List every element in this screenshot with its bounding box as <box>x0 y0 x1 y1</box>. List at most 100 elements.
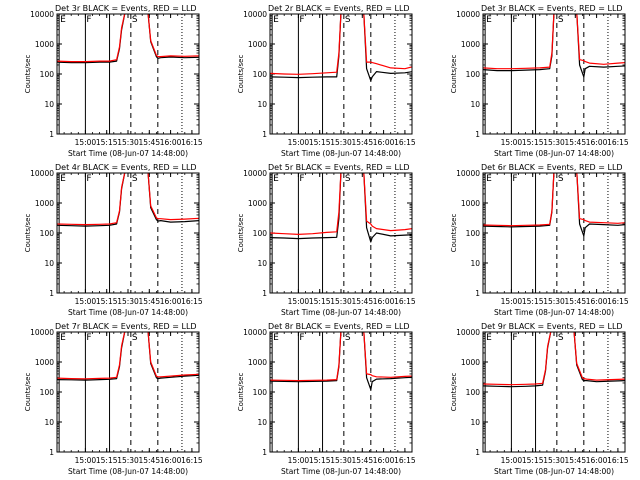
y-tick-label: 1 <box>262 448 267 457</box>
chart-panel: Det 9r BLACK = Events, RED = LLD Counts/s… <box>450 322 629 476</box>
x-tick-label: 16:00 <box>160 456 182 465</box>
chart-panel: Det 2r BLACK = Events, RED = LLD Counts/s… <box>237 4 423 158</box>
x-tick-label: 15:30 <box>330 138 352 147</box>
x-tick-label: 15:45 <box>351 138 373 147</box>
chart-title: Det 8r BLACK = Events, RED = LLD <box>268 322 410 331</box>
series-line-events <box>270 173 412 243</box>
x-tick-label: 15:45 <box>138 297 160 306</box>
plot-frame <box>269 13 413 135</box>
chart-panel: Det 7r BLACK = Events, RED = LLD Counts/s… <box>24 322 203 476</box>
plot-frame <box>482 331 626 453</box>
chart-title: Det 9r BLACK = Events, RED = LLD <box>481 322 623 331</box>
time-marker-label: S <box>132 174 138 184</box>
time-marker-label: E <box>204 174 210 184</box>
time-marker-label: E <box>630 174 636 184</box>
y-tick-label: 1000 <box>461 358 480 367</box>
x-tick-label: 16:15 <box>394 297 416 306</box>
plot-frame <box>269 172 413 294</box>
series-line-events <box>270 332 412 391</box>
y-tick-label: 10000 <box>243 328 267 337</box>
x-tick-label: 16:15 <box>181 456 203 465</box>
chart-title: Det 5r BLACK = Events, RED = LLD <box>268 163 410 172</box>
y-axis-label: Counts/sec <box>237 55 245 94</box>
x-tick-label: 15:00 <box>501 297 523 306</box>
series-line-lld <box>57 173 199 226</box>
time-marker-label: F <box>299 174 304 184</box>
x-tick-label: 15:15 <box>309 456 331 465</box>
y-tick-label: 100 <box>253 388 268 397</box>
series-line-events <box>483 173 625 237</box>
y-tick-label: 10000 <box>243 10 267 19</box>
time-marker-label: S <box>558 174 564 184</box>
time-marker-label: S <box>132 333 138 343</box>
x-tick-label: 15:15 <box>522 456 544 465</box>
series-line-lld <box>483 332 625 386</box>
series-line-events <box>57 14 199 64</box>
x-tick-label: 15:45 <box>138 138 160 147</box>
y-tick-label: 10 <box>44 100 54 109</box>
chart-title: Det 6r BLACK = Events, RED = LLD <box>481 163 623 172</box>
y-tick-label: 1000 <box>248 199 267 208</box>
x-tick-label: 15:45 <box>351 297 373 306</box>
x-tick-label: 15:45 <box>564 456 586 465</box>
chart-panel: Det 8r BLACK = Events, RED = LLD Counts/s… <box>237 322 416 476</box>
series-line-lld <box>270 14 412 75</box>
x-tick-label: 15:15 <box>309 138 331 147</box>
y-tick-label: 10 <box>257 418 267 427</box>
series-line-lld <box>270 332 412 382</box>
x-tick-label: 15:30 <box>543 297 565 306</box>
x-tick-label: 15:30 <box>117 456 139 465</box>
y-tick-label: 10000 <box>456 328 480 337</box>
y-tick-label: 1 <box>262 289 267 298</box>
y-tick-label: 100 <box>40 70 55 79</box>
time-marker-label: E <box>630 15 636 25</box>
x-tick-label: 16:15 <box>607 456 629 465</box>
x-axis-label: Start Time (08-Jun-07 14:48:00) <box>68 308 188 317</box>
x-tick-label: 16:00 <box>586 456 608 465</box>
y-axis-label: Counts/sec <box>450 373 458 412</box>
x-tick-label: 16:15 <box>394 138 416 147</box>
time-marker-label: E <box>273 333 279 343</box>
x-tick-label: 15:00 <box>288 138 310 147</box>
y-tick-label: 100 <box>466 388 481 397</box>
x-axis-label: Start Time (08-Jun-07 14:48:00) <box>494 149 614 158</box>
x-tick-label: 16:00 <box>586 138 608 147</box>
time-marker-label: F <box>86 333 91 343</box>
y-tick-label: 100 <box>466 229 481 238</box>
y-tick-label: 10000 <box>30 328 54 337</box>
time-marker-label: E <box>273 174 279 184</box>
time-marker-label: E <box>60 174 66 184</box>
series-line-events <box>270 14 412 82</box>
y-tick-label: 1 <box>262 130 267 139</box>
y-tick-label: 1000 <box>35 199 54 208</box>
time-marker-label: F <box>86 174 91 184</box>
x-tick-label: 15:15 <box>96 456 118 465</box>
time-marker-label: E <box>417 15 423 25</box>
chart-title: Det 2r BLACK = Events, RED = LLD <box>268 4 410 13</box>
chart-title: Det 3r BLACK = Events, RED = LLD <box>55 4 197 13</box>
time-marker-label: F <box>299 333 304 343</box>
x-axis-label: Start Time (08-Jun-07 14:48:00) <box>281 467 401 476</box>
chart-title: Det 4r BLACK = Events, RED = LLD <box>55 163 197 172</box>
chart-panel: Det 3r BLACK = Events, RED = LLD Counts/s… <box>450 4 636 158</box>
time-marker-label: E <box>417 174 423 184</box>
x-tick-label: 15:00 <box>75 138 97 147</box>
x-tick-label: 15:30 <box>330 297 352 306</box>
time-marker-label: E <box>486 174 492 184</box>
series-line-events <box>483 332 625 388</box>
y-tick-label: 10000 <box>456 169 480 178</box>
plot-frame <box>56 172 200 294</box>
time-marker-label: S <box>345 333 351 343</box>
time-marker-label: S <box>132 15 138 25</box>
y-tick-label: 10000 <box>456 10 480 19</box>
x-tick-label: 15:15 <box>522 138 544 147</box>
chart-panel: Det 6r BLACK = Events, RED = LLD Counts/s… <box>450 163 636 317</box>
x-tick-label: 15:00 <box>75 456 97 465</box>
y-tick-label: 1000 <box>461 199 480 208</box>
x-tick-label: 15:15 <box>309 297 331 306</box>
x-tick-label: 16:15 <box>181 138 203 147</box>
